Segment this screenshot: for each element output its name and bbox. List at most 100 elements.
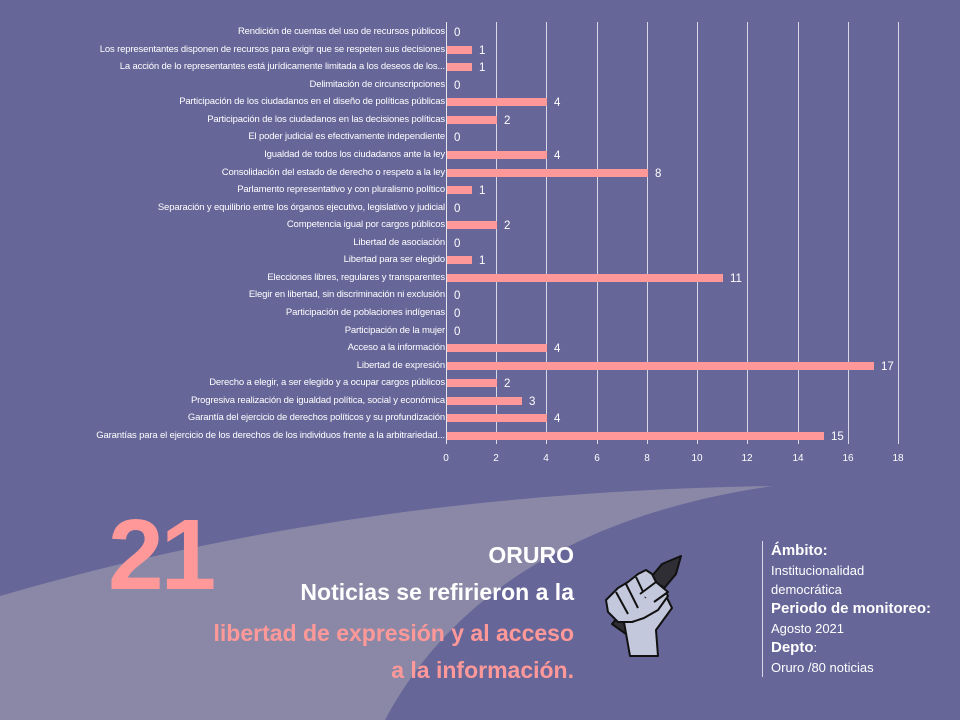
gridline xyxy=(546,22,547,444)
category-label: Libertad de expresión xyxy=(356,360,445,371)
category-label: Participación de poblaciones indígenas xyxy=(285,307,445,318)
bar-value-label: 2 xyxy=(504,378,511,390)
bar xyxy=(447,362,874,370)
x-tick-label: 12 xyxy=(741,453,753,464)
category-label: Competencia igual por cargos públicos xyxy=(286,219,445,230)
y-axis-line xyxy=(446,22,447,444)
bar-value-label: 1 xyxy=(479,62,486,74)
bar xyxy=(447,379,497,387)
x-tick-label: 2 xyxy=(493,453,499,464)
bar-value-label: 4 xyxy=(554,150,561,162)
x-tick-label: 4 xyxy=(543,453,549,464)
x-tick-label: 14 xyxy=(792,453,804,464)
bar-value-label: 3 xyxy=(529,396,536,408)
bar xyxy=(447,186,472,194)
bar-value-label: 4 xyxy=(554,97,561,109)
fist-holding-pen-icon xyxy=(605,555,682,657)
x-tick-label: 10 xyxy=(691,453,703,464)
category-label: Separación y equilibrio entre los órgano… xyxy=(157,202,445,213)
headline-line-2: libertad de expresión y al acceso xyxy=(213,620,575,646)
bar-value-label: 4 xyxy=(554,413,561,425)
gridline xyxy=(697,22,698,444)
bar xyxy=(447,414,547,422)
bar-value-label: 0 xyxy=(454,27,461,39)
bar xyxy=(447,221,497,229)
bar-value-label: 1 xyxy=(479,185,486,197)
category-label: Delimitación de circunscripciones xyxy=(309,79,446,90)
ambito-value-line-1: Institucionalidad xyxy=(771,563,865,578)
bar xyxy=(447,432,824,440)
category-label: Participación de los ciudadanos en el di… xyxy=(179,96,445,107)
horizontal-bar-chart: Rendición de cuentas del uso de recursos… xyxy=(96,22,904,464)
category-label: Progresiva realización de igualdad polít… xyxy=(190,395,445,406)
category-label: Acceso a la información xyxy=(347,342,446,353)
bar xyxy=(447,63,472,71)
x-tick-label: 6 xyxy=(594,453,600,464)
bar-value-label: 8 xyxy=(655,168,662,180)
gridline xyxy=(898,22,899,444)
depto-label: Depto: xyxy=(771,638,931,658)
bar-value-label: 0 xyxy=(454,290,461,302)
periodo-value: Agosto 2021 xyxy=(771,621,845,636)
bar xyxy=(447,116,497,124)
category-label: Garantías para el ejercicio de los derec… xyxy=(96,430,445,441)
bar-value-label: 1 xyxy=(479,255,486,267)
ambito-value-line-2: democrática xyxy=(771,582,842,597)
bar-value-label: 2 xyxy=(504,220,511,232)
headline-line-1: Noticias se refirieron a la xyxy=(300,579,574,605)
x-tick-label: 0 xyxy=(443,453,449,464)
periodo-label: Periodo de monitoreo: xyxy=(771,600,932,617)
gridline xyxy=(747,22,748,444)
bar-value-label: 0 xyxy=(454,238,461,250)
bar xyxy=(447,169,648,177)
info-panel: Ámbito: Institucionalidad democrática Pe… xyxy=(762,541,931,677)
x-tick-label: 16 xyxy=(842,453,854,464)
category-label: Participación de la mujer xyxy=(344,325,445,336)
bar xyxy=(447,274,723,282)
category-label: Rendición de cuentas del uso de recursos… xyxy=(237,26,445,37)
category-label: Derecho a elegir, a ser elegido y a ocup… xyxy=(209,377,445,388)
bar-value-label: 2 xyxy=(504,115,511,127)
depto-label-text: Depto xyxy=(771,639,814,656)
category-label: La acción de lo representantes está jurí… xyxy=(119,61,445,72)
gridline xyxy=(647,22,648,444)
category-label: Igualdad de todos los ciudadanos ante la… xyxy=(264,149,445,160)
ambito-label: Ámbito: xyxy=(771,542,828,559)
gridline xyxy=(798,22,799,444)
category-label: Participación de los ciudadanos en las d… xyxy=(207,114,445,125)
bar-value-label: 17 xyxy=(881,361,894,373)
depto-colon: : xyxy=(813,640,818,655)
bar-value-label: 0 xyxy=(454,132,461,144)
bar xyxy=(447,256,472,264)
bar xyxy=(447,344,547,352)
bar-value-label: 0 xyxy=(454,80,461,92)
region-title: ORURO xyxy=(488,542,574,568)
bar xyxy=(447,46,472,54)
category-label: Libertad para ser elegido xyxy=(343,254,446,265)
bar-value-label: 1 xyxy=(479,45,486,57)
bar-value-label: 11 xyxy=(730,273,742,285)
bar xyxy=(447,98,547,106)
headline-line-3: a la información. xyxy=(391,657,574,683)
bar-value-label: 0 xyxy=(454,203,461,215)
bar xyxy=(447,151,547,159)
bar-value-label: 0 xyxy=(454,326,461,338)
bar-value-label: 15 xyxy=(831,431,844,443)
category-label: Elecciones libres, regulares y transpare… xyxy=(267,272,445,283)
gridline xyxy=(496,22,497,444)
x-tick-label: 8 xyxy=(644,453,650,464)
gridline xyxy=(597,22,598,444)
category-label: Libertad de asociación xyxy=(353,237,445,248)
x-tick-label: 18 xyxy=(892,453,904,464)
category-label: Consolidación del estado de derecho o re… xyxy=(221,167,445,178)
big-number-count: 21 xyxy=(108,499,216,611)
category-label: Elegir en libertad, sin discriminación n… xyxy=(248,289,445,300)
category-label: Los representantes disponen de recursos … xyxy=(99,44,445,55)
depto-value: Oruro /80 noticias xyxy=(771,660,874,675)
gridline xyxy=(848,22,849,444)
bar-value-label: 4 xyxy=(554,343,561,355)
category-label: Parlamento representativo y con pluralis… xyxy=(237,184,445,195)
bar-value-label: 0 xyxy=(454,308,461,320)
category-label: El poder judicial es efectivamente indep… xyxy=(248,131,445,142)
